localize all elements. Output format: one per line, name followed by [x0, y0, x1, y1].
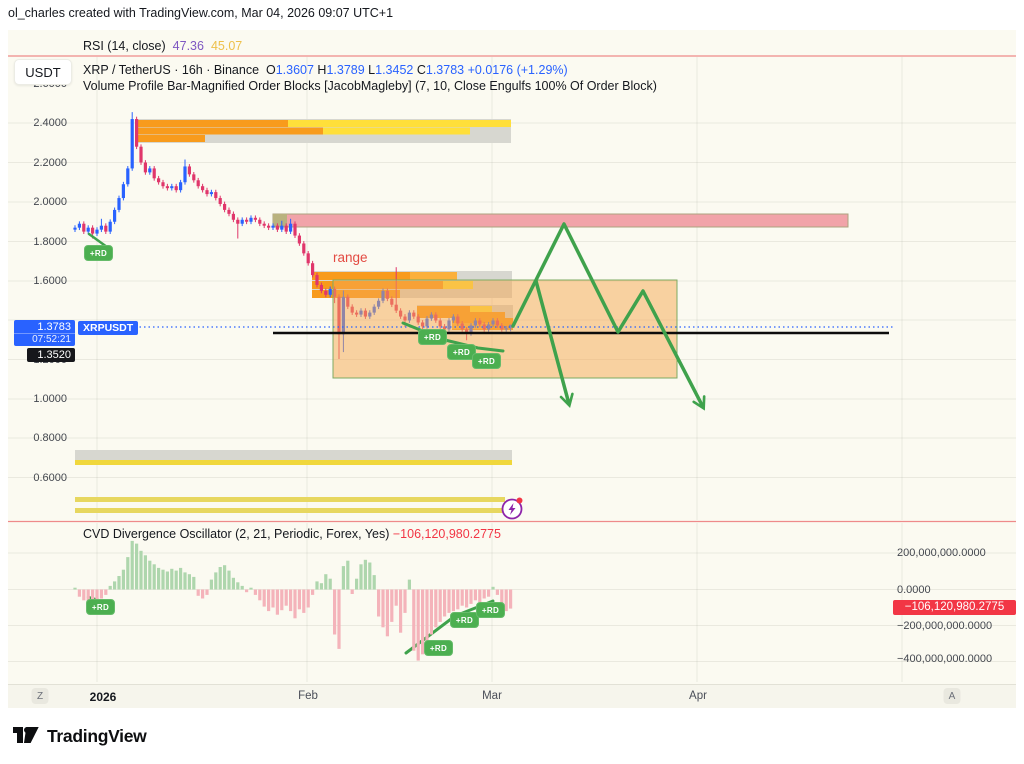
- rd-signal-badge[interactable]: +RD: [86, 599, 115, 615]
- rd-signal-badge[interactable]: +RD: [450, 612, 479, 628]
- chart-background: [8, 30, 1016, 708]
- price-tick-label: 2.0000: [33, 196, 67, 208]
- price-tick-label: 1.6000: [33, 275, 67, 287]
- symbol-title-segment: +0.0176 (+1.29%): [467, 63, 568, 77]
- price-line-symbol-tag: XRPUSDT: [78, 320, 139, 335]
- rd-signal-badge[interactable]: +RD: [472, 353, 501, 369]
- attribution-text: ol_charles created with TradingView.com,…: [8, 6, 394, 20]
- time-axis-label-a[interactable]: A: [943, 688, 961, 704]
- symbol-title-segment: 1.3789: [326, 63, 369, 77]
- time-axis-label-apr[interactable]: Apr: [689, 690, 707, 702]
- cvd-label: CVD Divergence Oscillator (2, 21, Period…: [83, 527, 390, 541]
- bar-countdown: 07:52:21: [14, 333, 75, 346]
- time-axis-bar[interactable]: [8, 684, 1016, 708]
- symbol-title-segment: 1.3607: [275, 63, 318, 77]
- cvd-tick-label: −200,000,000.0000: [897, 619, 993, 632]
- tradingview-logo-text: TradingView: [47, 725, 147, 746]
- symbol-title-segment: 1.3783: [425, 63, 468, 77]
- price-tick-label: 0.6000: [33, 471, 67, 484]
- tradingview-logo[interactable]: TradingView: [13, 725, 147, 747]
- symbol-title-segment: L: [368, 63, 376, 77]
- time-axis-label-z[interactable]: Z: [31, 688, 49, 704]
- price-tick-label: 2.4000: [33, 117, 67, 129]
- time-axis-label-feb[interactable]: Feb: [298, 690, 318, 702]
- last-price-value: 1.3783: [37, 321, 71, 333]
- rsi-value-1: 47.36: [172, 39, 204, 53]
- symbol-legend[interactable]: XRP / TetherUS · 16h · Binance O1.3607 H…: [83, 63, 568, 77]
- cvd-tick-label: 200,000,000.0000: [897, 547, 986, 559]
- last-price-axis-badge: 1.3783 07:52:21: [14, 320, 75, 346]
- symbol-title-segment: 1.3452: [375, 63, 417, 77]
- price-tick-label: 0.8000: [33, 432, 67, 444]
- price-tick-label: 1.0000: [33, 393, 67, 405]
- cvd-indicator-legend[interactable]: CVD Divergence Oscillator (2, 21, Period…: [83, 527, 501, 541]
- cvd-value: −106,120,980.2775: [392, 527, 501, 541]
- cvd-tick-label: −400,000,000.0000: [897, 653, 993, 665]
- rd-signal-badge[interactable]: +RD: [418, 329, 447, 345]
- range-annotation-label[interactable]: range: [333, 250, 368, 265]
- cvd-tick-label: 0.0000: [897, 583, 931, 596]
- symbol-title-segment: H: [317, 63, 327, 77]
- price-tick-label: 1.8000: [33, 235, 67, 248]
- horizontal-line-price-badge: 1.3520: [27, 348, 75, 362]
- rsi-value-2: 45.07: [210, 39, 243, 53]
- volume-profile-indicator-legend[interactable]: Volume Profile Bar-Magnified Order Block…: [83, 79, 657, 93]
- rsi-indicator-legend[interactable]: RSI (14, close) 47.36 45.07: [83, 39, 249, 53]
- symbol-title-segment: O: [265, 63, 276, 77]
- rsi-label: RSI (14, close): [83, 39, 166, 53]
- symbol-title-segment: XRP / TetherUS · 16h · Binance: [83, 63, 266, 77]
- tradingview-logo-icon: [13, 727, 39, 743]
- quote-currency-button[interactable]: USDT: [14, 59, 72, 85]
- rd-signal-badge[interactable]: +RD: [476, 602, 505, 618]
- price-tick-label: 2.2000: [33, 156, 67, 169]
- time-axis-label-mar[interactable]: Mar: [482, 690, 502, 702]
- symbol-title-segment: C: [416, 63, 426, 77]
- time-axis-label-2026[interactable]: 2026: [89, 690, 117, 704]
- rd-signal-badge[interactable]: +RD: [84, 245, 113, 261]
- rd-signal-badge[interactable]: +RD: [424, 640, 453, 656]
- cvd-axis-value-badge: −106,120,980.2775: [893, 600, 1016, 615]
